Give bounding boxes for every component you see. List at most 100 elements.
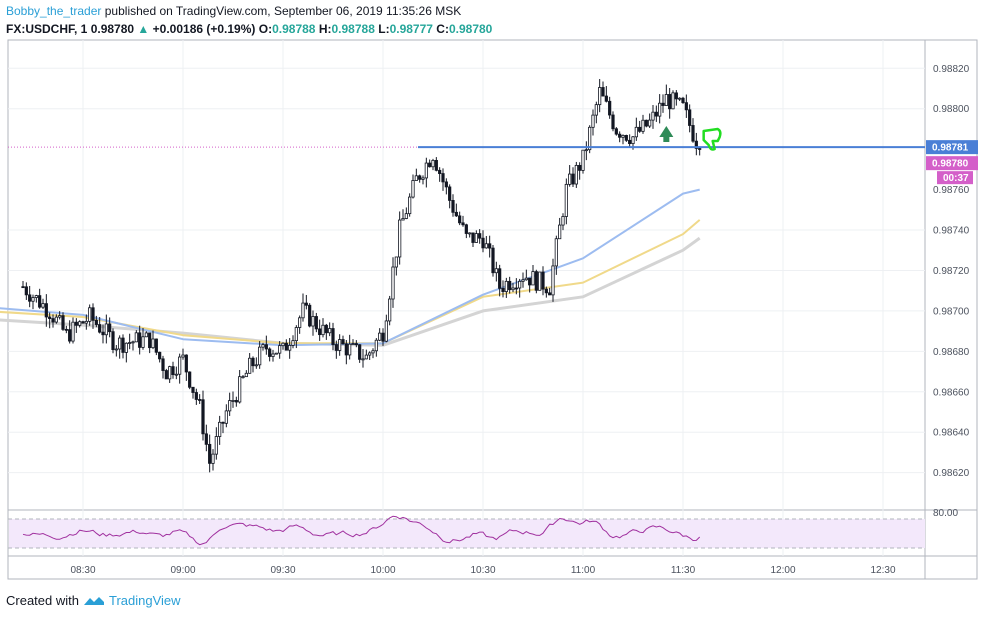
candle-body	[28, 294, 32, 302]
candle-body	[218, 421, 222, 437]
candle-body	[171, 366, 175, 376]
candle-body	[278, 345, 282, 354]
candle-body	[598, 87, 602, 106]
candle-body	[48, 316, 52, 319]
candle-body	[31, 297, 35, 302]
candle-body	[664, 94, 668, 106]
author-link[interactable]: Bobby_the_trader	[6, 4, 102, 18]
candle-body	[594, 104, 598, 116]
candle-body	[644, 119, 648, 127]
candle-body	[494, 268, 498, 274]
candle-body	[314, 316, 318, 330]
candle-body	[568, 173, 572, 185]
candle-body	[124, 342, 128, 353]
candle-body	[101, 331, 105, 336]
candle-body	[258, 346, 262, 366]
candle-body	[621, 135, 625, 138]
candle-body	[318, 328, 322, 336]
rsi-band	[9, 519, 925, 548]
last-price-badge-bg	[926, 156, 978, 171]
candle-body	[698, 148, 702, 150]
candle-body	[658, 102, 662, 117]
candle-body	[238, 376, 242, 403]
candle-body	[241, 376, 245, 379]
candle-body	[341, 339, 345, 345]
y-tick-label: 0.98620	[933, 468, 970, 479]
x-tick-label: 10:30	[470, 565, 495, 576]
candle-body	[134, 332, 138, 343]
candle-body	[411, 180, 415, 198]
candle-body	[361, 358, 365, 361]
candle-body	[624, 135, 628, 141]
candle-body	[461, 222, 465, 226]
candle-body	[61, 315, 65, 330]
candle-body	[488, 243, 492, 249]
close-label: C:	[436, 22, 449, 36]
candle-body	[311, 316, 315, 327]
candle-body	[441, 173, 445, 183]
candle-body	[678, 97, 682, 100]
candle-body	[224, 410, 228, 424]
candle-body	[244, 372, 248, 378]
change-value: +0.00186 (+0.19%)	[152, 22, 256, 36]
candle-body	[211, 453, 215, 464]
candle-body	[514, 287, 518, 290]
high-label: H:	[318, 22, 332, 36]
candle-body	[144, 332, 148, 338]
candle-body	[288, 344, 292, 351]
candle-body	[151, 338, 155, 349]
candle-body	[404, 213, 408, 219]
candle-body	[501, 287, 505, 292]
candle-body	[161, 358, 165, 371]
candle-body	[541, 271, 545, 290]
candle-body	[261, 344, 265, 348]
tradingview-brand-link[interactable]: TradingView	[108, 593, 181, 608]
candle-body	[474, 233, 478, 243]
candle-body	[484, 243, 488, 249]
published-text: published on TradingView.com, September …	[104, 4, 462, 18]
low-value: 0.98777	[389, 22, 433, 36]
candle-body	[251, 357, 255, 367]
candle-body	[631, 136, 635, 145]
candle-body	[178, 356, 182, 375]
candle-body	[428, 162, 432, 168]
low-label: L:	[378, 22, 390, 36]
candle-body	[498, 268, 502, 289]
candle-body	[648, 119, 652, 127]
candle-body	[451, 200, 455, 213]
candle-body	[374, 339, 378, 352]
candle-body	[414, 175, 418, 181]
tradingview-logo-icon	[83, 596, 104, 605]
ohlc-line: FX:USDCHF, 1 0.98780 ▲ +0.00186 (+0.19%)…	[6, 22, 492, 36]
candle-body	[534, 271, 538, 291]
close-value: 0.98780	[448, 22, 493, 36]
y-tick-label-hidden: 0.98760	[933, 185, 970, 196]
candle-body	[248, 357, 252, 374]
candle-body	[84, 320, 88, 324]
candle-body	[408, 196, 412, 215]
candle-body	[201, 399, 205, 435]
candle-body	[551, 265, 555, 296]
candle-body	[371, 350, 375, 354]
candle-body	[131, 341, 135, 344]
candle-body	[194, 392, 198, 400]
candle-body	[204, 433, 208, 445]
level-price-badge-bg	[926, 140, 978, 155]
candle-body	[221, 421, 225, 424]
candle-body	[431, 160, 435, 168]
candlestick-series	[21, 79, 702, 473]
candle-body	[611, 114, 615, 130]
candle-body	[184, 354, 188, 373]
candle-body	[68, 329, 72, 342]
candle-body	[284, 342, 288, 351]
footer: Created with TradingView	[6, 593, 181, 608]
candle-body	[94, 319, 98, 325]
candle-body	[368, 352, 372, 356]
open-value: 0.98788	[272, 22, 316, 36]
candle-body	[681, 97, 685, 104]
candle-body	[628, 139, 632, 145]
candle-body	[338, 339, 342, 351]
candle-body	[684, 102, 688, 111]
y-tick-label: 0.98680	[933, 347, 970, 358]
